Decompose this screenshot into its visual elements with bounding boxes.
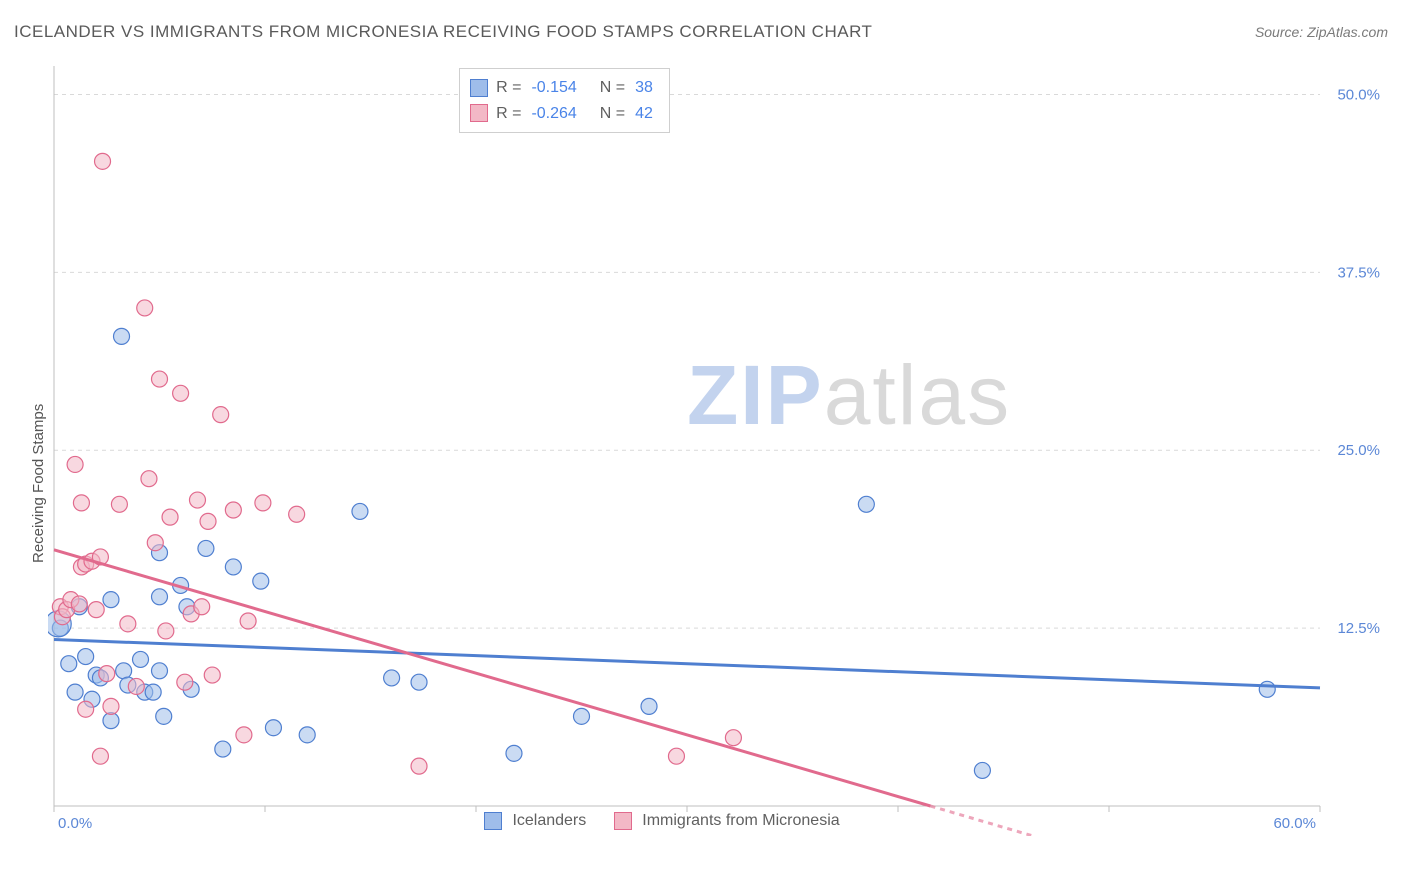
svg-text:12.5%: 12.5%: [1337, 620, 1380, 637]
scatter-plot-svg: 12.5% 25.0% 37.5% 50.0% 0.0% 60.0%: [48, 56, 1388, 836]
svg-text:50.0%: 50.0%: [1337, 86, 1380, 103]
legend-swatch: [484, 812, 502, 830]
source-attribution: Source: ZipAtlas.com: [1255, 24, 1388, 40]
source-label: Source:: [1255, 24, 1307, 40]
svg-text:37.5%: 37.5%: [1337, 264, 1380, 281]
y-axis-label: Receiving Food Stamps: [30, 404, 47, 563]
svg-text:0.0%: 0.0%: [58, 815, 92, 832]
n-label: N =: [591, 101, 625, 127]
legend-swatch: [614, 812, 632, 830]
correlation-row: R = -0.264 N = 42: [470, 101, 659, 127]
n-value: 38: [635, 75, 653, 101]
plot-area: 12.5%25.0%37.5%50.0%0.0%60.0% ZIPatlas R…: [48, 56, 1388, 836]
svg-text:60.0%: 60.0%: [1273, 815, 1316, 832]
correlation-legend-box: R = -0.154 N = 38R = -0.264 N = 42: [459, 68, 670, 133]
legend-swatch: [470, 104, 488, 122]
r-label: R =: [496, 75, 521, 101]
r-value: -0.154: [531, 75, 576, 101]
n-label: N =: [591, 75, 625, 101]
series-legend: Icelanders Immigrants from Micronesia: [484, 812, 857, 830]
svg-text:25.0%: 25.0%: [1337, 442, 1380, 459]
correlation-row: R = -0.154 N = 38: [470, 75, 659, 101]
source-name: ZipAtlas.com: [1307, 24, 1388, 40]
legend-swatch: [470, 79, 488, 97]
r-label: R =: [496, 101, 521, 127]
n-value: 42: [635, 101, 653, 127]
legend-label: Icelanders: [512, 812, 586, 830]
chart-title: ICELANDER VS IMMIGRANTS FROM MICRONESIA …: [14, 22, 872, 42]
legend-label: Immigrants from Micronesia: [642, 812, 839, 830]
r-value: -0.264: [531, 101, 576, 127]
